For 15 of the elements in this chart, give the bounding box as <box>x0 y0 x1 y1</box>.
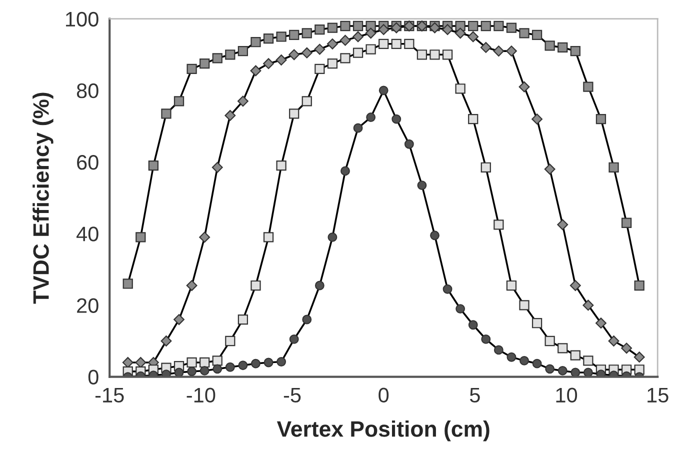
y-tick-label: 60 <box>77 155 98 170</box>
x-axis-title: Vertex Position (cm) <box>276 420 490 442</box>
x-tick-label: 0 <box>378 388 389 403</box>
y-tick-label: 40 <box>76 226 98 242</box>
x-tick-label: 10 <box>556 388 578 403</box>
x-tick-label: 15 <box>648 388 668 403</box>
y-tick-label: 20 <box>77 298 98 313</box>
x-tick-label: -5 <box>284 388 301 403</box>
x-tick-label: -10 <box>186 388 216 403</box>
y-tick-label: 80 <box>76 83 98 98</box>
x-tick-label: 5 <box>470 388 480 403</box>
y-tick-label: 100 <box>66 12 98 27</box>
x-tick-label: -15 <box>95 388 124 403</box>
y-tick-label: 0 <box>88 370 98 385</box>
y-axis-title: TVDC Efficiency (%) <box>32 92 54 304</box>
